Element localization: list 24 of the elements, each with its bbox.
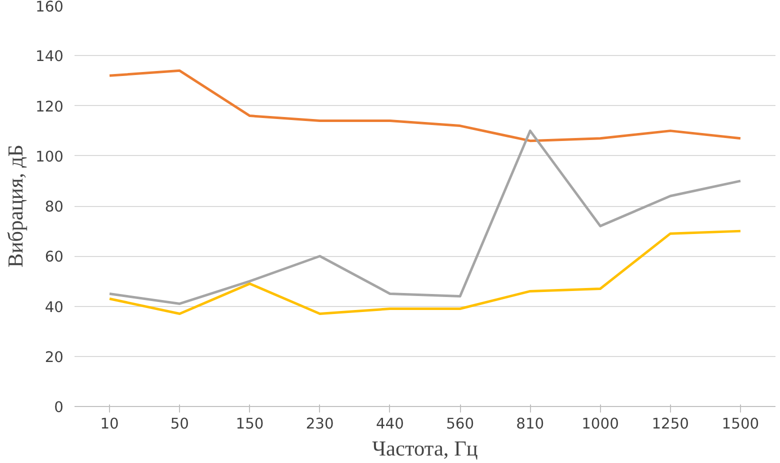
x-tick-label: 150	[236, 416, 264, 432]
y-tick-label: 20	[44, 348, 64, 366]
y-tick-label: 40	[44, 298, 64, 316]
y-tick-label: 140	[36, 48, 64, 66]
y-tick-label: 60	[44, 248, 64, 266]
x-tick-label: 230	[306, 416, 334, 432]
x-axis-title: Частота, Гц	[372, 436, 478, 460]
line-series	[108, 230, 742, 316]
x-tick-label: 810	[516, 416, 544, 432]
x-tick-label: 1250	[652, 416, 690, 432]
y-tick-label: 100	[36, 148, 64, 166]
x-tick-label: 1500	[722, 416, 760, 432]
y-tick-label: 120	[36, 98, 64, 116]
x-tick-label: 50	[170, 416, 189, 432]
line-series	[108, 69, 742, 142]
x-tick-label: 440	[376, 416, 404, 432]
x-tick-label: 10	[100, 416, 119, 432]
y-tick-label: 80	[44, 198, 64, 216]
x-tick-label: 1000	[582, 416, 619, 432]
line-series	[108, 130, 742, 305]
y-tick-label: 0	[54, 399, 64, 416]
x-tick-label: 560	[446, 416, 474, 432]
y-axis-title: Вибрация, дБ	[4, 144, 28, 268]
y-tick-label: 160	[36, 0, 64, 16]
